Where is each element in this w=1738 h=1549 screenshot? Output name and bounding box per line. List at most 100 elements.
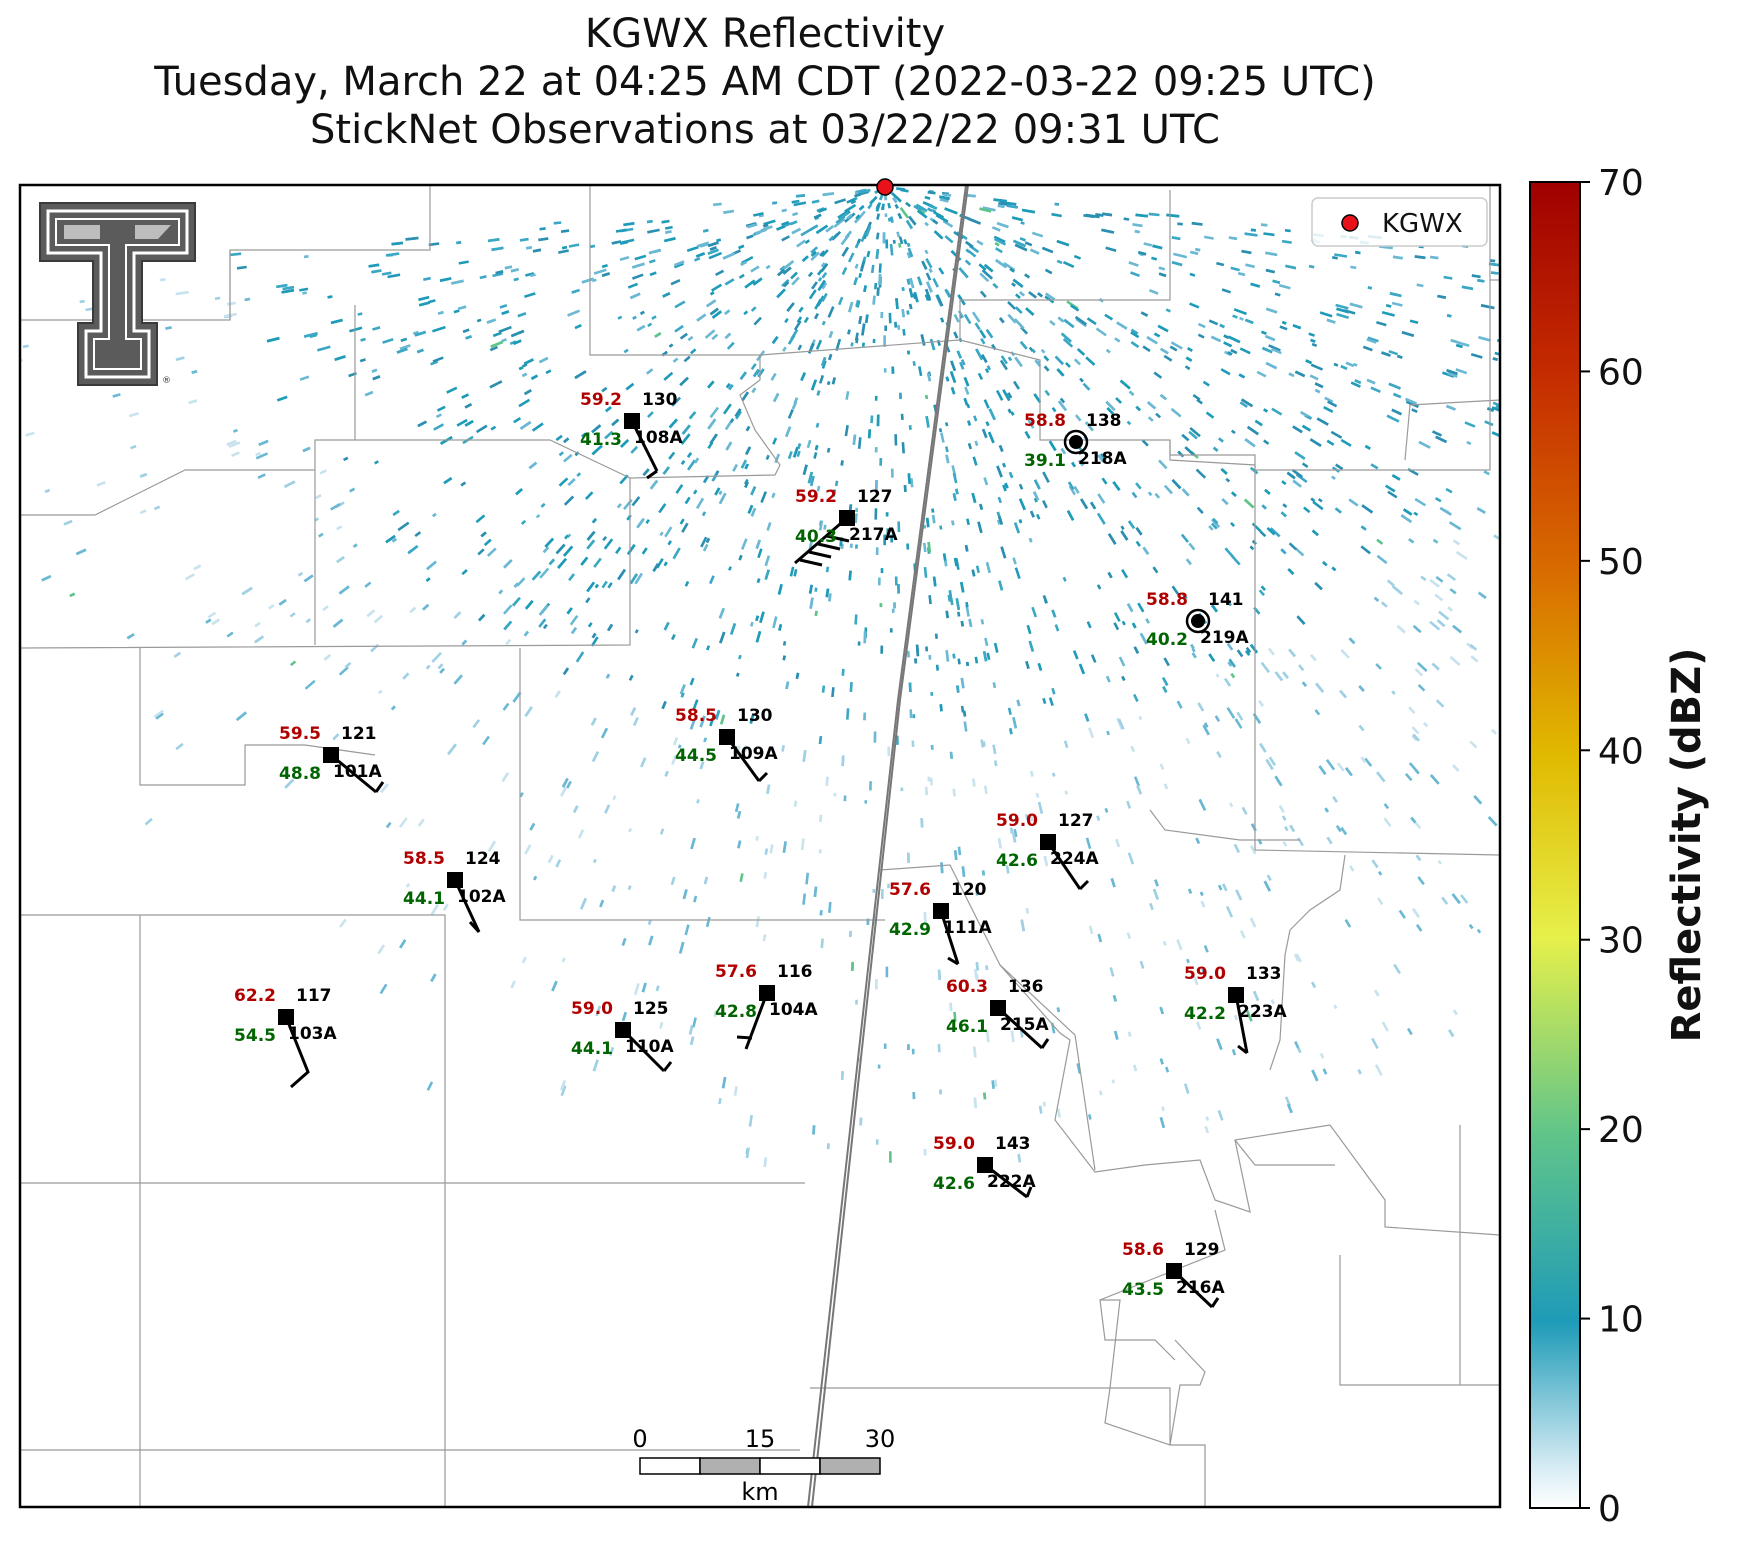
radar-echo [1258,700,1264,707]
radar-echo [806,439,812,449]
radar-echo [561,957,566,963]
radar-echo [569,614,579,626]
station-dewpoint: 44.1 [403,889,445,909]
radar-echo [1494,351,1500,356]
radar-echo [870,415,874,424]
radar-echo [617,568,626,581]
radar-echo [244,297,251,302]
radar-echo [640,757,647,768]
radar-echo [831,377,836,385]
radar-echo [1160,347,1169,355]
radar-echo [338,666,349,676]
county-line [1254,470,1500,856]
radar-echo [937,969,941,980]
radar-echo [188,399,198,405]
radar-echo [826,447,831,453]
radar-echo [521,372,528,378]
radar-echo [1008,728,1013,735]
radar-echo [453,674,463,685]
radar-echo [801,255,809,262]
wind-barb-feather [947,956,959,966]
radar-echo [983,1092,987,1100]
radar-echo [1344,919,1352,928]
station-id: 101A [333,762,382,782]
station-id: 216A [1176,1278,1225,1298]
radar-echo [846,197,856,204]
radar-echo [1170,341,1183,350]
radar-echo [808,584,813,594]
radar-echo [1381,351,1391,357]
radar-echo [965,248,971,254]
radar-echo [820,938,824,949]
radar-echo [984,368,990,374]
radar-echo [776,288,786,299]
radar-echo [1383,803,1390,810]
radar-echo [912,360,916,367]
radar-echo [1264,488,1271,495]
radar-echo [1352,362,1358,367]
radar-echo [1227,351,1233,356]
radar-echo [144,817,153,826]
radar-echo [745,446,752,455]
radar-echo [993,642,999,653]
radar-echo [323,653,332,661]
radar-echo [985,965,989,971]
radar-echo [1452,1009,1458,1016]
radar-echo [1186,958,1190,964]
wind-barb-icon [744,992,769,1050]
radar-echo [530,374,539,380]
radar-echo [343,456,349,462]
radar-echo [241,586,253,596]
radar-echo [770,372,777,381]
radar-echo [1199,891,1204,897]
radar-echo [855,214,861,220]
radar-echo [1245,263,1255,269]
radar-echo [738,654,742,660]
radar-echo [728,384,734,391]
radar-echo [1140,311,1149,317]
radar-echo [159,278,166,282]
radar-echo [1225,905,1234,918]
radar-echo [607,623,614,632]
station-temperature: 59.5 [279,724,321,744]
radar-echo [391,241,403,246]
radar-echo [1062,576,1067,582]
radar-echo [586,539,596,550]
radar-echo [1186,347,1193,352]
radar-echo [977,372,984,380]
radar-echo [1000,546,1007,559]
radar-echo [837,296,844,306]
radar-echo [432,325,446,333]
radar-echo [1062,261,1075,268]
radar-echo [1012,278,1024,288]
radar-echo [1280,548,1287,555]
radar-echo [1232,314,1238,319]
radar-echo [1013,828,1018,838]
radar-echo [515,488,523,496]
radar-echo [707,380,715,389]
radar-echo [1413,511,1419,517]
radar-echo [297,571,304,577]
radar-echo [687,335,694,342]
radar-echo [625,382,635,391]
radar-echo [258,439,269,447]
radar-echo [1340,826,1348,836]
radar-echo [944,560,948,567]
radar-echo [366,609,376,618]
radar-echo [724,309,731,316]
radar-echo [461,569,468,576]
radar-echo [776,225,786,231]
radar-echo [1133,646,1140,654]
radar-echo [1358,685,1365,692]
radar-echo [316,345,331,352]
radar-echo [1284,229,1291,233]
radar-echo [632,717,639,727]
radar-echo [1210,522,1218,530]
radar-echo [1017,1153,1022,1163]
radar-echo [831,687,835,698]
radar-echo [820,356,827,367]
